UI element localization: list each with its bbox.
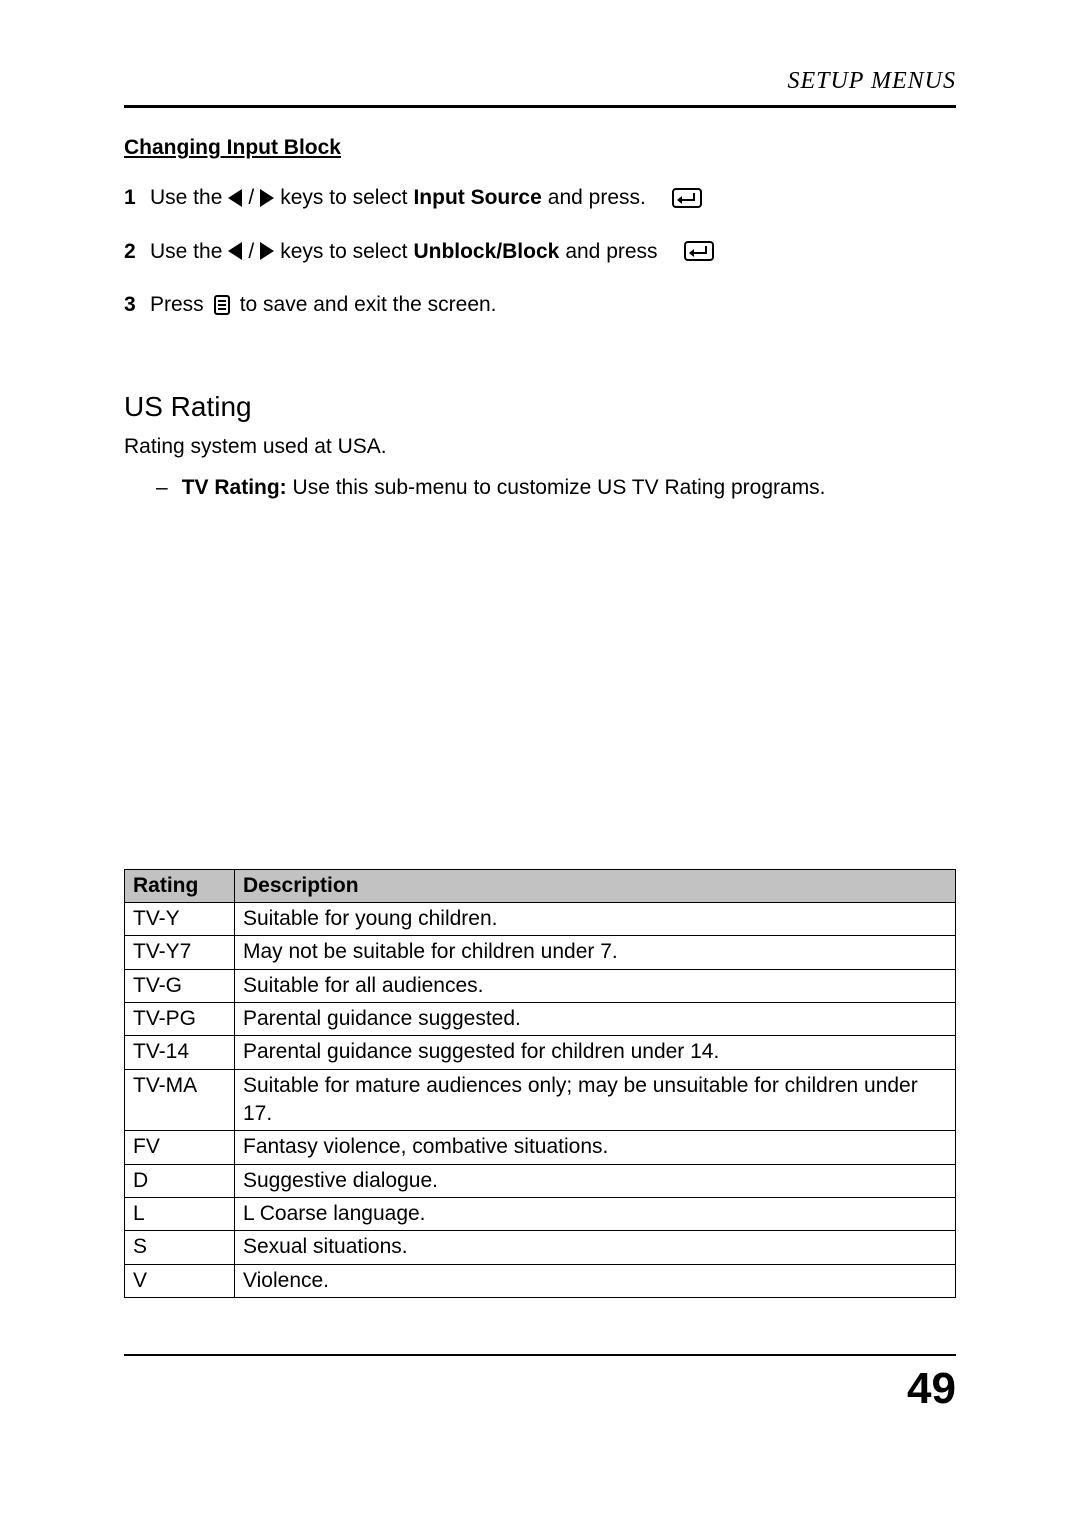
table-row: TV-Y7May not be suitable for children un… [125, 936, 956, 969]
table-row: SSexual situations. [125, 1231, 956, 1264]
table-cell: Fantasy violence, combative situations. [235, 1131, 956, 1164]
enter-icon [684, 241, 714, 261]
table-row: TV-GSuitable for all audiences. [125, 969, 956, 1002]
arrow-left-icon [228, 242, 242, 260]
table-cell: Suggestive dialogue. [235, 1164, 956, 1197]
arrow-right-icon [260, 242, 274, 260]
table-row: DSuggestive dialogue. [125, 1164, 956, 1197]
step-text: Press to save and exit the screen. [150, 289, 497, 321]
step-list: 1 Use the / keys to select Input Source … [124, 182, 956, 321]
table-cell: L Coarse language. [235, 1197, 956, 1230]
table-row: FVFantasy violence, combative situations… [125, 1131, 956, 1164]
rating-table: Rating Description TV-YSuitable for youn… [124, 869, 956, 1298]
tv-rating-bullet: – TV Rating: Use this sub-menu to custom… [124, 472, 956, 504]
step-3: 3 Press to save and exit the screen. [124, 289, 956, 321]
arrow-left-icon [228, 189, 242, 207]
step-text: Use the / keys to select Unblock/Block a… [150, 236, 714, 268]
table-cell: TV-Y7 [125, 936, 235, 969]
table-cell: FV [125, 1131, 235, 1164]
us-rating-intro: Rating system used at USA. [124, 431, 956, 463]
enter-icon [672, 188, 702, 208]
step-2: 2 Use the / keys to select Unblock/Block… [124, 236, 956, 268]
table-cell: Sexual situations. [235, 1231, 956, 1264]
bullet-dash: – [156, 472, 168, 504]
col-rating: Rating [125, 869, 235, 902]
header-rule [124, 105, 956, 108]
table-row: TV-PGParental guidance suggested. [125, 1002, 956, 1035]
rating-table-body: TV-YSuitable for young children.TV-Y7May… [125, 902, 956, 1297]
col-description: Description [235, 869, 956, 902]
step-text: Use the / keys to select Input Source an… [150, 182, 702, 214]
header-section-label: SETUP MENUS [787, 68, 956, 95]
table-cell: TV-Y [125, 902, 235, 935]
table-cell: L [125, 1197, 235, 1230]
table-cell: V [125, 1264, 235, 1297]
menu-icon [214, 295, 230, 315]
table-cell: Suitable for mature audiences only; may … [235, 1069, 956, 1131]
table-cell: TV-G [125, 969, 235, 1002]
arrow-right-icon [260, 189, 274, 207]
table-row: VViolence. [125, 1264, 956, 1297]
footer-rule [124, 1354, 956, 1356]
table-cell: TV-14 [125, 1036, 235, 1069]
table-row: TV-YSuitable for young children. [125, 902, 956, 935]
step-number: 2 [124, 236, 138, 268]
table-cell: TV-MA [125, 1069, 235, 1131]
step-1: 1 Use the / keys to select Input Source … [124, 182, 956, 214]
table-row: LL Coarse language. [125, 1197, 956, 1230]
step-number: 3 [124, 289, 138, 321]
table-header-row: Rating Description [125, 869, 956, 902]
running-header: SETUP MENUS [124, 68, 956, 105]
table-cell: Parental guidance suggested for children… [235, 1036, 956, 1069]
page-footer: 49 [124, 1354, 956, 1414]
table-cell: Parental guidance suggested. [235, 1002, 956, 1035]
table-cell: Suitable for all audiences. [235, 969, 956, 1002]
step-number: 1 [124, 182, 138, 214]
page-content: SETUP MENUS Changing Input Block 1 Use t… [124, 68, 956, 1298]
table-cell: D [125, 1164, 235, 1197]
table-cell: TV-PG [125, 1002, 235, 1035]
us-rating-heading: US Rating [124, 391, 956, 423]
section-title: Changing Input Block [124, 136, 956, 160]
table-cell: S [125, 1231, 235, 1264]
page-number: 49 [124, 1364, 956, 1414]
table-row: TV-MASuitable for mature audiences only;… [125, 1069, 956, 1131]
table-cell: Violence. [235, 1264, 956, 1297]
table-cell: Suitable for young children. [235, 902, 956, 935]
table-row: TV-14Parental guidance suggested for chi… [125, 1036, 956, 1069]
table-cell: May not be suitable for children under 7… [235, 936, 956, 969]
